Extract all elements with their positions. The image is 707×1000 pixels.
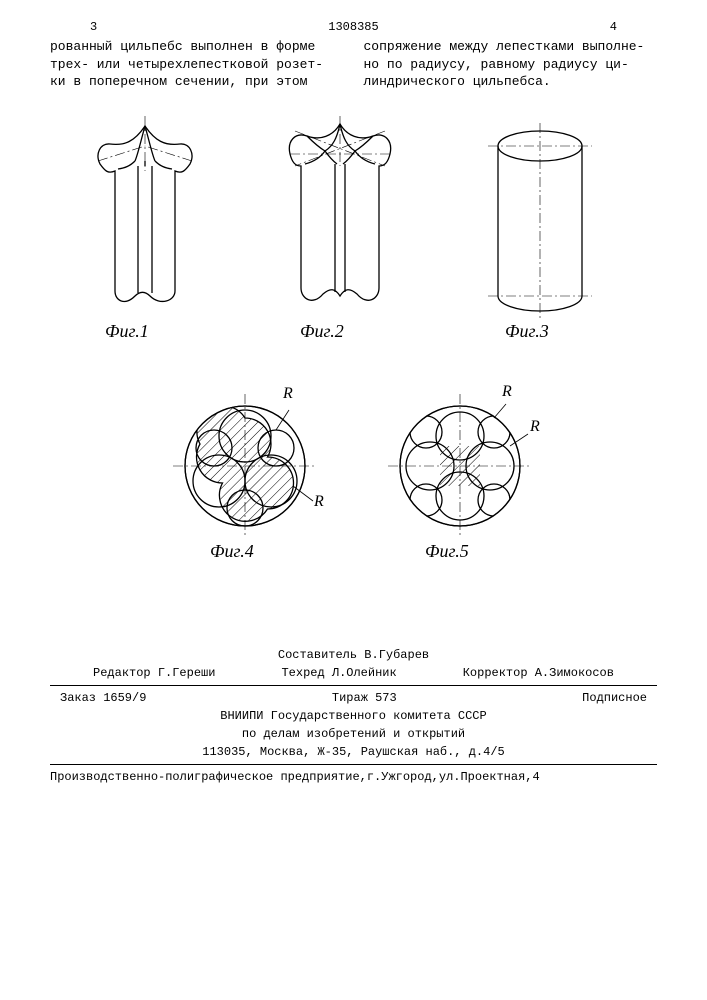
editor-row: Редактор Г.Гереши Техред Л.Олейник Корре… [50,664,657,682]
document-number: 1308385 [328,20,378,34]
fig2-label: Фиг.2 [300,321,344,342]
corrector: Корректор А.Зимокосов [463,664,614,682]
figure-4-svg [165,386,325,546]
figure-5-svg [380,386,540,546]
figure-1-svg [80,116,210,321]
figure-row-1: Фиг.1 Фиг.2 [50,116,657,356]
divider-1 [50,685,657,686]
subscription: Подписное [582,689,647,707]
order: Заказ 1659/9 [60,689,146,707]
text-columns: рованный цильпебс выполнен в форме трех-… [50,38,657,91]
page-number-left: 3 [90,20,97,34]
r-label-fig4b: R [314,493,324,511]
tech: Техред Л.Олейник [281,664,396,682]
fig5-label: Фиг.5 [425,541,469,562]
compiler-line: Составитель В.Губарев [50,646,657,664]
address: 113035, Москва, Ж-35, Раушская наб., д.4… [50,743,657,761]
fig1-label: Фиг.1 [105,321,149,342]
figure-2-svg [265,116,415,321]
org1: ВНИИПИ Государственного комитета СССР [50,707,657,725]
r-label-fig5b: R [530,418,540,436]
figure-3-svg [480,121,600,321]
header-row: 3 1308385 4 [50,20,657,34]
editor: Редактор Г.Гереши [93,664,215,682]
printer: Производственно-полиграфическое предприя… [50,768,657,786]
fig4-label: Фиг.4 [210,541,254,562]
circulation: Тираж 573 [332,689,397,707]
patent-page: 3 1308385 4 рованный цильпебс выполнен в… [0,0,707,1000]
figure-row-2: R R Фиг.4 [50,366,657,566]
fig3-label: Фиг.3 [505,321,549,342]
r-label-fig4a: R [283,385,293,403]
right-column: сопряжение между лепестками выполне- но … [364,38,658,91]
r-label-fig5a: R [502,383,512,401]
left-column: рованный цильпебс выполнен в форме трех-… [50,38,344,91]
org2: по делам изобретений и открытий [50,725,657,743]
page-number-right: 4 [610,20,617,34]
divider-2 [50,764,657,765]
order-row: Заказ 1659/9 Тираж 573 Подписное [50,689,657,707]
footer-block: Составитель В.Губарев Редактор Г.Гереши … [50,646,657,786]
